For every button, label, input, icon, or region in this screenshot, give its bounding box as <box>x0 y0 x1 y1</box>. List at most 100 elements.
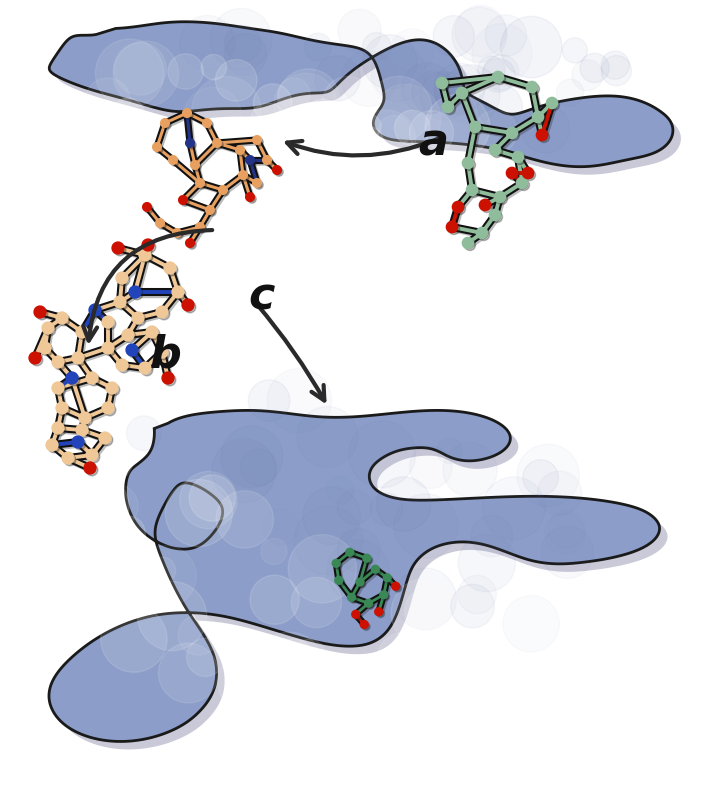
Circle shape <box>248 380 290 422</box>
Circle shape <box>482 202 492 213</box>
Circle shape <box>497 194 508 205</box>
Circle shape <box>72 436 84 448</box>
Circle shape <box>62 550 103 592</box>
Circle shape <box>58 314 70 326</box>
Circle shape <box>365 599 372 607</box>
Circle shape <box>546 98 557 109</box>
Circle shape <box>275 168 283 176</box>
Circle shape <box>52 422 64 434</box>
Circle shape <box>380 591 387 598</box>
Circle shape <box>490 210 500 221</box>
Circle shape <box>251 103 287 139</box>
Circle shape <box>377 633 429 685</box>
Circle shape <box>452 7 507 62</box>
Circle shape <box>164 374 176 386</box>
Circle shape <box>477 56 505 84</box>
Polygon shape <box>49 410 660 742</box>
Circle shape <box>467 185 477 195</box>
Circle shape <box>377 477 431 531</box>
Circle shape <box>156 218 164 227</box>
Circle shape <box>311 104 340 133</box>
Circle shape <box>182 299 194 310</box>
Circle shape <box>145 205 153 214</box>
Circle shape <box>36 308 48 320</box>
Text: a: a <box>418 121 448 164</box>
Circle shape <box>219 186 228 194</box>
Circle shape <box>175 230 183 239</box>
Circle shape <box>156 306 168 318</box>
Polygon shape <box>49 22 673 166</box>
Circle shape <box>446 222 457 233</box>
Circle shape <box>304 33 332 61</box>
Circle shape <box>89 374 100 386</box>
Circle shape <box>112 242 124 254</box>
Circle shape <box>81 414 93 426</box>
Circle shape <box>134 314 145 326</box>
Circle shape <box>74 438 86 450</box>
Circle shape <box>54 384 66 396</box>
Circle shape <box>352 610 359 618</box>
Circle shape <box>218 653 279 714</box>
Circle shape <box>438 79 449 90</box>
Circle shape <box>180 471 237 529</box>
Circle shape <box>477 227 487 238</box>
Circle shape <box>363 33 391 61</box>
Circle shape <box>118 274 130 286</box>
Circle shape <box>135 546 197 607</box>
Circle shape <box>464 239 475 250</box>
Circle shape <box>478 85 523 129</box>
Circle shape <box>350 595 357 603</box>
Circle shape <box>462 238 474 249</box>
Circle shape <box>356 578 364 586</box>
Circle shape <box>302 487 360 545</box>
Circle shape <box>59 486 124 550</box>
Circle shape <box>302 99 342 139</box>
Circle shape <box>121 588 151 618</box>
Circle shape <box>161 118 169 127</box>
Circle shape <box>164 262 176 274</box>
Circle shape <box>203 118 211 127</box>
Circle shape <box>443 102 454 113</box>
Circle shape <box>102 402 114 414</box>
Circle shape <box>372 566 379 573</box>
Circle shape <box>255 181 264 190</box>
Circle shape <box>601 55 631 86</box>
Circle shape <box>66 372 78 384</box>
Circle shape <box>314 110 376 171</box>
Circle shape <box>469 186 480 198</box>
Circle shape <box>78 426 90 438</box>
Circle shape <box>299 123 328 153</box>
Circle shape <box>27 494 66 531</box>
Circle shape <box>52 382 64 394</box>
Circle shape <box>193 162 201 171</box>
Text: c: c <box>248 276 274 319</box>
Circle shape <box>122 330 134 341</box>
Circle shape <box>391 578 460 647</box>
Circle shape <box>271 639 315 683</box>
Circle shape <box>452 202 464 213</box>
Circle shape <box>201 54 227 80</box>
Circle shape <box>375 608 382 615</box>
Circle shape <box>528 83 539 94</box>
Circle shape <box>24 522 94 592</box>
Circle shape <box>405 588 450 634</box>
Circle shape <box>523 460 559 495</box>
Circle shape <box>263 156 271 164</box>
Circle shape <box>173 229 181 238</box>
Circle shape <box>143 202 151 211</box>
Circle shape <box>315 56 360 101</box>
Circle shape <box>255 138 264 146</box>
Circle shape <box>114 244 126 256</box>
Circle shape <box>265 158 273 166</box>
Circle shape <box>78 328 90 340</box>
Circle shape <box>456 87 467 98</box>
Circle shape <box>412 71 454 114</box>
Circle shape <box>86 464 98 476</box>
Circle shape <box>184 87 242 145</box>
Circle shape <box>378 115 410 147</box>
Circle shape <box>141 251 153 262</box>
Circle shape <box>273 166 282 174</box>
Circle shape <box>436 78 448 89</box>
Circle shape <box>132 312 144 324</box>
Circle shape <box>490 145 500 155</box>
